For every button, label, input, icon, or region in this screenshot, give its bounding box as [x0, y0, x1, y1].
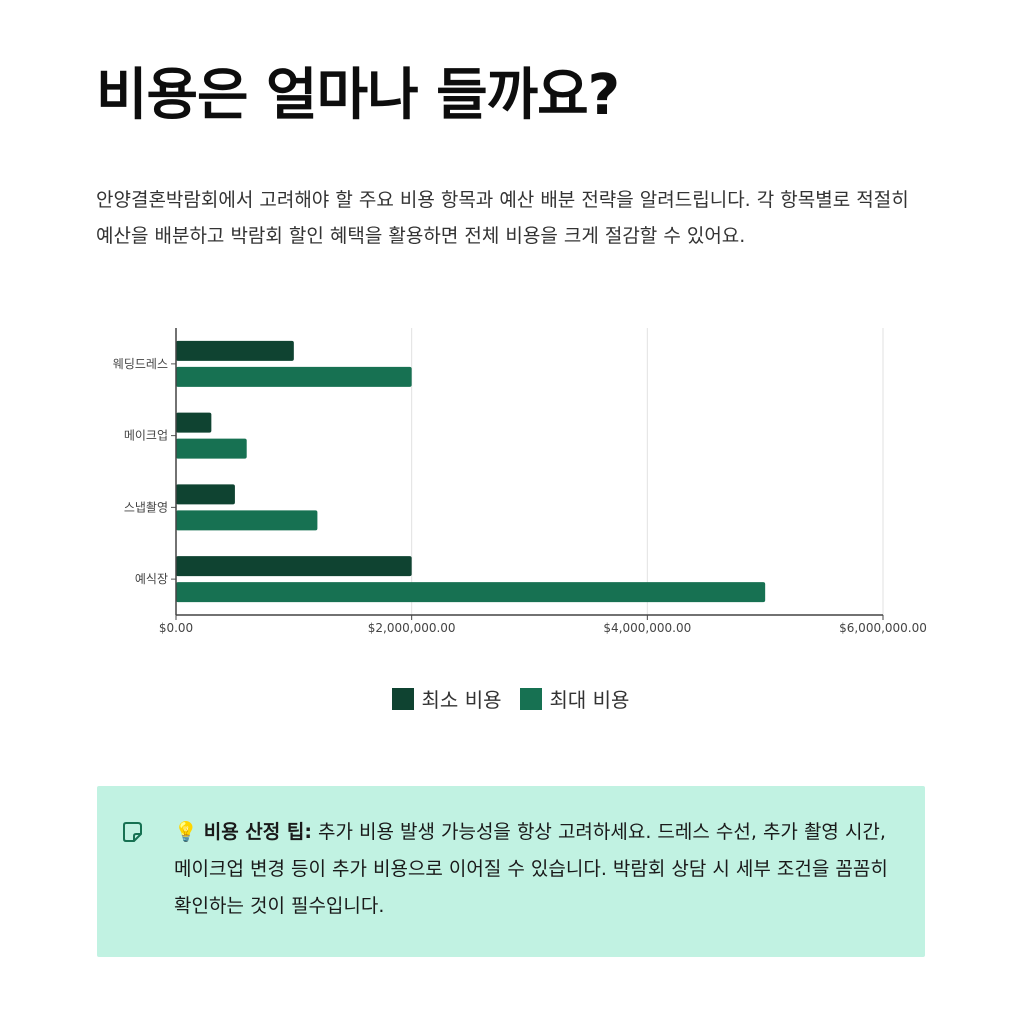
bar-min-2: [176, 484, 235, 505]
x-tick-label-2: $4,000,000.00: [603, 621, 691, 635]
legend-label-min: 최소 비용: [421, 688, 502, 712]
y-tick-label-0: 웨딩드레스: [113, 357, 168, 371]
tip-body: 추가 비용 발생 가능성을 항상 고려하세요. 드레스 수선, 추가 촬영 시간…: [174, 821, 888, 917]
y-tick-label-2: 스냅촬영: [124, 500, 168, 514]
bar-max-0: [176, 366, 412, 387]
legend-item-min[interactable]: 최소 비용: [391, 684, 502, 713]
bar-max-3: [176, 582, 766, 603]
lightbulb-icon: 💡: [174, 821, 198, 843]
bar-max-1: [176, 438, 247, 459]
y-tick-label-3: 예식장: [135, 572, 168, 586]
x-tick-label-1: $2,000,000.00: [368, 621, 456, 635]
bar-max-2: [176, 510, 318, 531]
tip-label: 비용 산정 팁:: [203, 821, 312, 843]
chart-legend: 최소 비용 최대 비용: [0, 684, 1021, 713]
intro-paragraph: 안양결혼박람회에서 고려해야 할 주요 비용 항목과 예산 배분 전략을 알려드…: [96, 189, 909, 247]
legend-swatch-min: [391, 687, 414, 710]
sticky-note-icon: [123, 822, 142, 842]
tip-text: 💡 비용 산정 팁: 추가 비용 발생 가능성을 항상 고려하세요. 드레스 수…: [174, 814, 894, 925]
tip-callout: 💡 비용 산정 팁: 추가 비용 발생 가능성을 항상 고려하세요. 드레스 수…: [97, 786, 925, 957]
legend-swatch-max: [519, 687, 542, 710]
bar-min-0: [176, 340, 294, 361]
x-tick-label-0: $0.00: [159, 621, 193, 635]
y-tick-label-1: 메이크업: [124, 429, 168, 443]
x-tick-label-3: $6,000,000.00: [839, 621, 927, 635]
page-title: 비용은 얼마나 들까요?: [96, 63, 620, 128]
legend-label-max: 최대 비용: [549, 688, 630, 712]
legend-item-max[interactable]: 최대 비용: [519, 684, 630, 713]
bar-min-3: [176, 556, 412, 577]
bar-min-1: [176, 412, 212, 433]
